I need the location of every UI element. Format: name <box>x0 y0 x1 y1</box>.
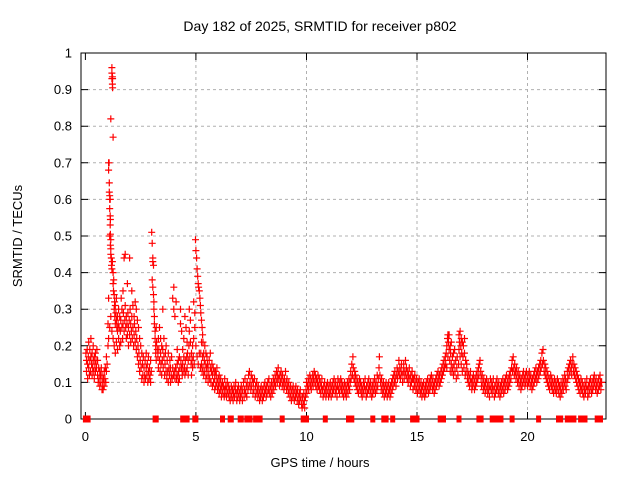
zero-marker <box>238 415 244 423</box>
y-tick-label: 0.8 <box>54 119 72 134</box>
zero-marker <box>390 415 396 423</box>
y-axis-label: SRMTID / TECUs <box>10 184 25 287</box>
y-tick-label: 0.4 <box>54 265 72 280</box>
grid-lines <box>81 53 606 419</box>
y-tick-label: 1 <box>65 46 72 61</box>
x-tick-label: 10 <box>299 429 313 444</box>
zero-marker <box>85 415 91 423</box>
y-tick-label: 0.5 <box>54 229 72 244</box>
y-tick-label: 0.2 <box>54 338 72 353</box>
zero-marker <box>494 415 500 423</box>
zero-marker <box>383 415 389 423</box>
x-tick-label: 15 <box>410 429 424 444</box>
zero-marker <box>437 415 443 423</box>
x-tick-label: 20 <box>520 429 534 444</box>
zero-marker <box>498 415 504 423</box>
zero-marker <box>536 415 542 423</box>
grid-path <box>81 53 606 419</box>
zero-marker <box>370 415 376 423</box>
zero-marker <box>82 415 88 423</box>
y-tick-label: 0.3 <box>54 302 72 317</box>
x-axis-label: GPS time / hours <box>271 455 370 470</box>
zero-marker <box>181 415 187 423</box>
x-tick-label: 0 <box>82 429 89 444</box>
zero-marker <box>257 415 263 423</box>
x-tick-label: 5 <box>192 429 199 444</box>
zero-marker <box>509 415 515 423</box>
zero-marker <box>184 415 190 423</box>
axis-tick-labels: 0 5 10 15 20 0 0.1 0.2 0.3 0.4 0.5 0.6 0.7 0.8 0.9 1 <box>54 46 535 445</box>
zero-marker <box>153 415 159 423</box>
zero-marker <box>349 415 355 423</box>
zero-marker <box>571 415 577 423</box>
y-tick-label: 0.6 <box>54 192 72 207</box>
zero-marker <box>478 415 484 423</box>
zero-marker <box>441 415 446 423</box>
zero-marker <box>456 415 462 423</box>
zero-marker <box>193 415 199 423</box>
zero-marker <box>220 415 225 423</box>
chart-title: Day 182 of 2025, SRMTID for receiver p80… <box>183 18 456 34</box>
zero-marker <box>244 415 250 423</box>
zero-marker <box>279 415 285 423</box>
zero-marker <box>304 415 309 423</box>
data-points <box>82 64 606 412</box>
zero-value-markers <box>82 415 603 423</box>
zero-marker <box>247 415 253 423</box>
y-tick-label: 0.9 <box>54 82 72 97</box>
zero-marker <box>558 415 564 423</box>
zero-marker <box>228 415 234 423</box>
zero-marker <box>489 415 495 423</box>
scatter-plus-markers <box>82 64 606 412</box>
zero-marker <box>414 415 420 423</box>
y-tick-label: 0 <box>65 412 72 427</box>
zero-marker <box>582 415 588 423</box>
zero-marker <box>322 415 328 423</box>
y-tick-label: 0.1 <box>54 375 72 390</box>
y-tick-label: 0.7 <box>54 155 72 170</box>
zero-marker <box>598 415 603 423</box>
